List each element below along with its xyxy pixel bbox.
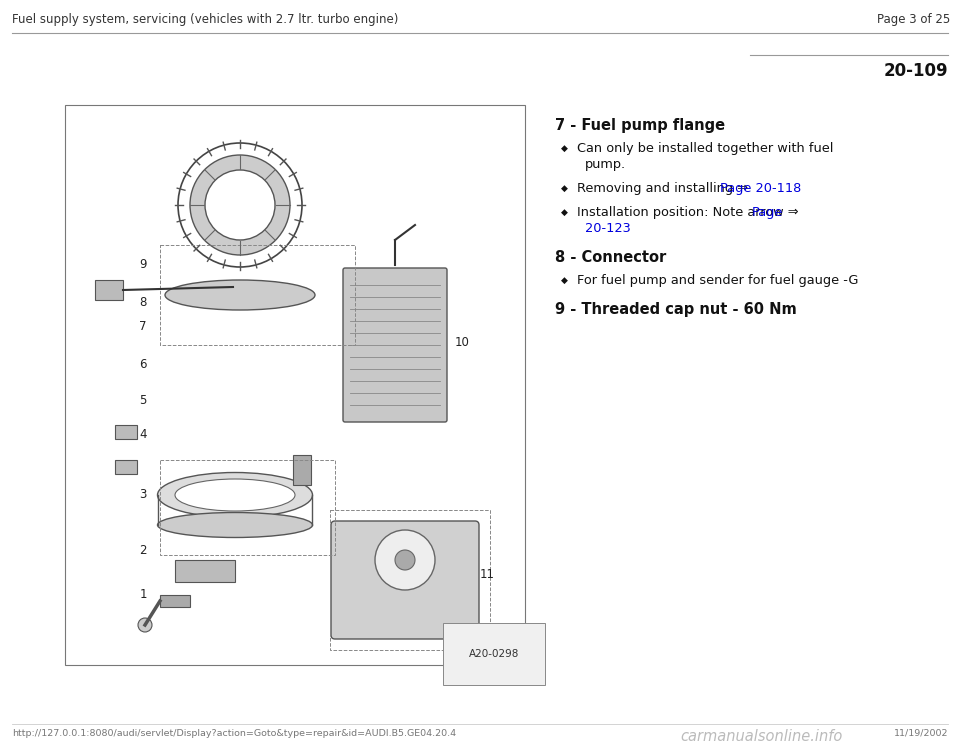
Bar [95, 280, 123, 300]
Ellipse shape [157, 473, 313, 517]
Bar [160, 460, 335, 555]
Text: 11: 11 [480, 568, 495, 582]
Circle shape [375, 530, 435, 590]
Text: 20-123: 20-123 [585, 222, 631, 235]
Text: pump.: pump. [585, 158, 626, 171]
Circle shape [138, 618, 152, 632]
Text: Page 20-118: Page 20-118 [720, 182, 802, 195]
Ellipse shape [175, 479, 295, 511]
Text: 9 - Threaded cap nut - 60 Nm: 9 - Threaded cap nut - 60 Nm [555, 302, 797, 317]
Text: Installation position: Note arrow ⇒: Installation position: Note arrow ⇒ [577, 206, 803, 219]
Text: ◆: ◆ [561, 208, 568, 217]
Text: 4: 4 [139, 428, 147, 441]
Text: 5: 5 [139, 393, 147, 407]
Text: ◆: ◆ [561, 144, 568, 153]
Text: 11/19/2002: 11/19/2002 [894, 729, 948, 738]
Text: 2: 2 [139, 543, 147, 556]
Text: Can only be installed together with fuel: Can only be installed together with fuel [577, 142, 833, 155]
Text: Removing and installing ⇒: Removing and installing ⇒ [577, 182, 752, 195]
Text: A20-0298: A20-0298 [468, 649, 519, 659]
FancyBboxPatch shape [343, 268, 447, 422]
Text: 7 - Fuel pump flange: 7 - Fuel pump flange [555, 118, 725, 133]
Circle shape [395, 550, 415, 570]
Bar [175, 560, 235, 582]
Text: 9: 9 [139, 258, 147, 272]
Bar [160, 245, 355, 345]
Ellipse shape [157, 513, 313, 537]
Text: 1: 1 [139, 588, 147, 602]
Text: Page: Page [752, 206, 783, 219]
Text: ◆: ◆ [561, 276, 568, 285]
Text: http://127.0.0.1:8080/audi/servlet/Display?action=Goto&type=repair&id=AUDI.B5.GE: http://127.0.0.1:8080/audi/servlet/Displ… [12, 729, 456, 738]
Bar [330, 510, 490, 650]
Circle shape [190, 155, 290, 255]
Ellipse shape [165, 280, 315, 310]
Bar [293, 455, 311, 485]
Text: 20-109: 20-109 [883, 62, 948, 80]
FancyBboxPatch shape [331, 521, 479, 639]
Bar [115, 425, 137, 439]
Text: For fuel pump and sender for fuel gauge -G: For fuel pump and sender for fuel gauge … [577, 274, 858, 287]
Bar [115, 460, 137, 474]
Text: 6: 6 [139, 358, 147, 372]
Text: ◆: ◆ [561, 184, 568, 193]
Text: 8: 8 [139, 295, 147, 309]
Bar [65, 105, 525, 665]
Text: 7: 7 [139, 321, 147, 333]
Text: carmanualsonline.info: carmanualsonline.info [680, 729, 842, 742]
Text: 8 - Connector: 8 - Connector [555, 250, 666, 265]
Text: 3: 3 [139, 488, 147, 502]
Text: 10: 10 [455, 335, 469, 349]
Circle shape [205, 170, 275, 240]
Text: Page 3 of 25: Page 3 of 25 [876, 13, 950, 26]
Bar [160, 595, 190, 607]
Text: Fuel supply system, servicing (vehicles with 2.7 ltr. turbo engine): Fuel supply system, servicing (vehicles … [12, 13, 398, 26]
